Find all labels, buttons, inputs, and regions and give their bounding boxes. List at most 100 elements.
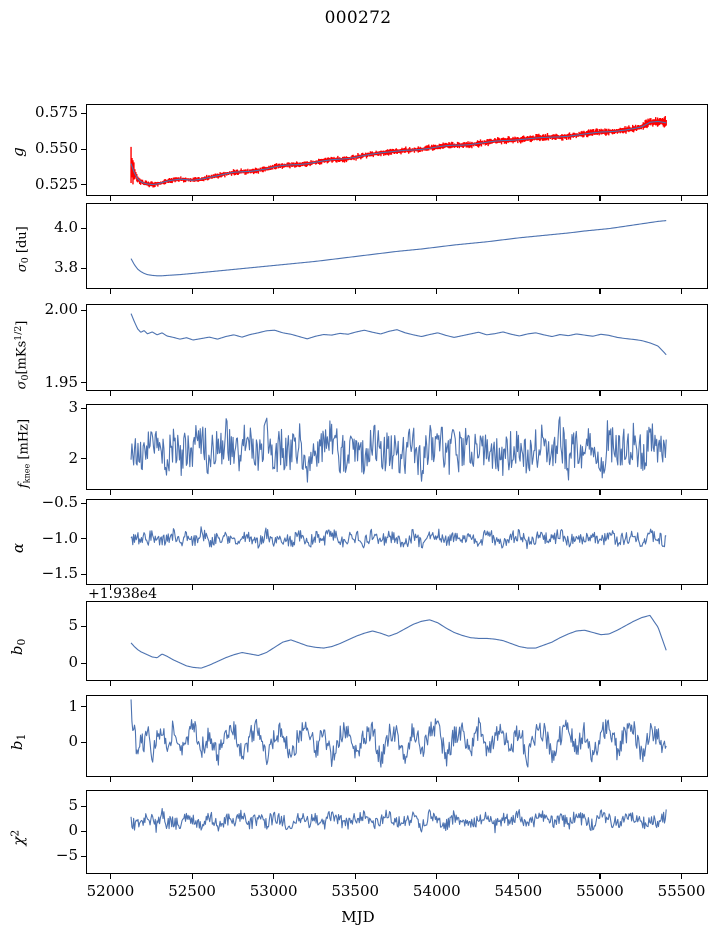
ytick-mark-g-2	[81, 112, 86, 114]
xtick-mark-g-2	[273, 196, 275, 201]
ytick-label-alpha-1: −1.0	[41, 528, 78, 547]
xtick-label-7: 55500	[657, 882, 706, 900]
xtick-mark-sigma0_du-6	[599, 289, 601, 294]
xtick-mark-sigma0_du-1	[191, 289, 193, 294]
page-title: 000272	[324, 8, 392, 28]
panel-chi2	[86, 790, 708, 874]
ytick-mark-b0-1	[81, 625, 86, 627]
ytick-mark-chi2-1	[81, 830, 86, 832]
ylabel-sigma0-mks: σ0[mKs1/2]	[13, 320, 31, 390]
ytick-label-alpha-2: −0.5	[41, 493, 78, 512]
line-b1	[130, 699, 667, 768]
xtick-mark-sigma0_mKs-6	[599, 391, 601, 396]
plot-area-sigma0_du	[130, 220, 667, 277]
xtick-mark-f_knee-7	[681, 490, 683, 495]
ytick-label-b1-0: 0	[68, 732, 78, 751]
xtick-mark-b1-5	[517, 777, 519, 782]
xtick-mark-b1-2	[273, 777, 275, 782]
line-f_knee	[130, 416, 667, 483]
ytick-label-g-1: 0.550	[35, 139, 78, 157]
xtick-mark-b0-6	[599, 681, 601, 686]
xtick-mark-alpha-5	[517, 585, 519, 590]
xtick-mark-g-1	[191, 196, 193, 201]
xtick-mark-alpha-6	[599, 585, 601, 590]
ylabel-alpha: α	[9, 542, 27, 554]
xtick-mark-b1-7	[681, 777, 683, 782]
xtick-mark-f_knee-1	[191, 490, 193, 495]
ylabel-b0: b0	[8, 638, 28, 656]
ytick-label-b0-1: 5	[68, 616, 78, 635]
ytick-label-sigma0_mKs-1: 2.00	[44, 300, 78, 319]
plot-area-g	[130, 116, 667, 188]
xtick-mark-f_knee-6	[599, 490, 601, 495]
line-sigma0_du	[130, 220, 667, 277]
xtick-mark-chi2-5	[517, 874, 519, 879]
xtick-mark-f_knee-4	[436, 490, 438, 495]
panel-alpha	[86, 499, 708, 585]
ytick-label-b0-0: 0	[68, 653, 78, 672]
xtick-mark-g-3	[354, 196, 356, 201]
ytick-label-sigma0_du-1: 4.0	[54, 218, 78, 236]
ylabel-sigma0-du: σ0 [du]	[14, 226, 32, 273]
xtick-mark-alpha-7	[681, 585, 683, 590]
ytick-label-f_knee-1: 3	[68, 398, 78, 417]
ytick-label-g-2: 0.575	[35, 103, 78, 122]
plot-area-b1	[130, 699, 667, 768]
xtick-mark-chi2-2	[273, 874, 275, 879]
xtick-label-1: 52500	[168, 882, 216, 900]
xaxis-label: MJD	[341, 908, 375, 926]
panel-sigma0-du	[86, 203, 708, 289]
xtick-mark-alpha-1	[191, 585, 193, 590]
panel-f-knee	[86, 404, 708, 490]
ytick-mark-f_knee-0	[81, 458, 86, 460]
xtick-mark-b0-7	[681, 681, 683, 686]
xtick-mark-b0-1	[191, 681, 193, 686]
ytick-mark-g-0	[81, 184, 86, 186]
xtick-label-5: 54500	[494, 882, 543, 900]
xtick-mark-sigma0_mKs-3	[354, 391, 356, 396]
ytick-mark-b1-0	[81, 741, 86, 743]
xtick-mark-g-5	[517, 196, 519, 201]
xtick-mark-sigma0_mKs-1	[191, 391, 193, 396]
xtick-mark-chi2-7	[681, 874, 683, 879]
ytick-label-chi2-1: 0	[68, 821, 78, 839]
xtick-mark-b1-1	[191, 777, 193, 782]
xtick-label-2: 53000	[249, 882, 298, 900]
ytick-mark-alpha-1	[81, 538, 86, 540]
ytick-mark-g-1	[81, 148, 86, 150]
xtick-mark-g-6	[599, 196, 601, 201]
xtick-mark-sigma0_du-2	[273, 289, 275, 294]
xtick-mark-sigma0_mKs-2	[273, 391, 275, 396]
ytick-label-alpha-0: −1.5	[41, 564, 78, 583]
xtick-mark-chi2-0	[109, 874, 112, 879]
xtick-mark-b0-2	[273, 681, 275, 686]
line-chi2	[130, 808, 667, 834]
xtick-mark-alpha-0	[109, 585, 112, 590]
ytick-label-chi2-0: −5	[55, 846, 78, 864]
ytick-mark-chi2-2	[81, 805, 86, 807]
panel-b1	[86, 695, 708, 777]
ytick-mark-sigma0_du-0	[81, 267, 86, 269]
xtick-mark-b1-6	[599, 777, 601, 782]
line-b0	[130, 614, 667, 669]
ytick-label-f_knee-0: 2	[68, 448, 78, 467]
plot-area-alpha	[130, 526, 667, 550]
xtick-mark-chi2-6	[599, 874, 601, 879]
xtick-mark-sigma0_mKs-7	[681, 391, 683, 396]
xtick-mark-b0-4	[436, 681, 438, 686]
xtick-mark-sigma0_du-3	[354, 289, 356, 294]
ytick-mark-alpha-0	[81, 573, 86, 576]
ytick-mark-alpha-2	[81, 502, 86, 504]
xtick-mark-f_knee-3	[354, 490, 356, 495]
line-sigma0_mKs	[130, 313, 667, 356]
xtick-mark-g-4	[436, 196, 438, 201]
xtick-mark-b1-4	[436, 777, 438, 782]
xtick-label-0: 52000	[86, 882, 135, 900]
xtick-mark-b0-3	[354, 681, 356, 686]
plot-area-sigma0_mKs	[130, 313, 667, 356]
plot-area-b0	[130, 614, 667, 669]
panel-g	[86, 104, 708, 196]
line-g	[130, 120, 667, 186]
xtick-mark-sigma0_mKs-5	[517, 391, 519, 396]
